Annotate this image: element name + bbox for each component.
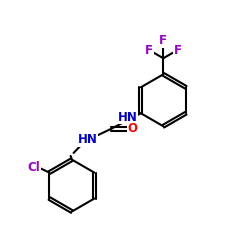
Text: F: F <box>145 44 153 57</box>
Text: F: F <box>159 34 167 48</box>
Text: HN: HN <box>78 133 98 146</box>
Text: Cl: Cl <box>28 161 40 174</box>
Text: HN: HN <box>118 111 137 124</box>
Text: F: F <box>174 44 182 57</box>
Text: O: O <box>128 122 138 135</box>
